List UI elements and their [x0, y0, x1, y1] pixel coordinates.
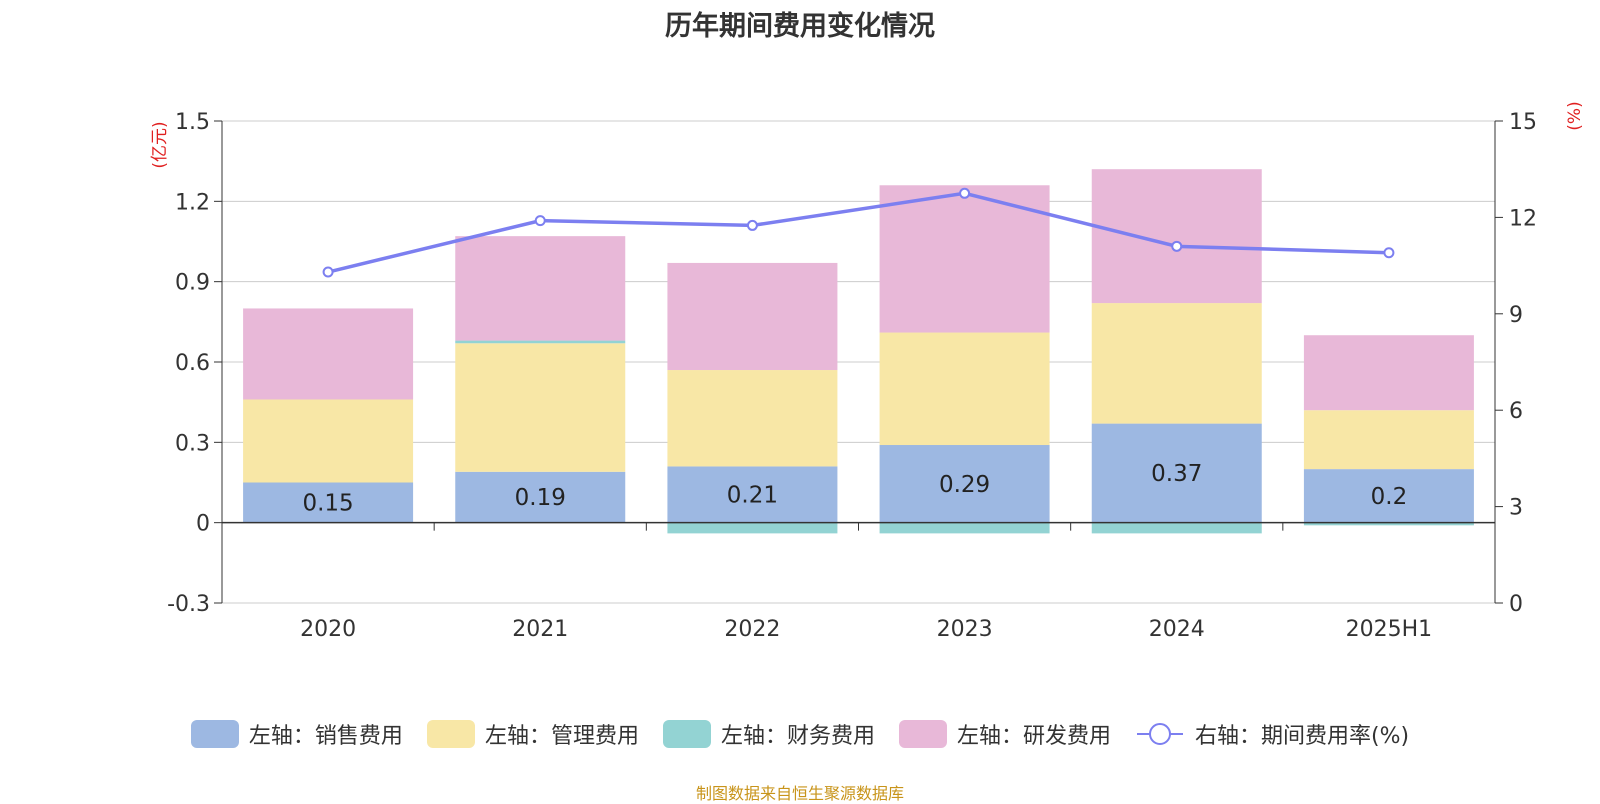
x-axis-tick-label: 2021: [512, 617, 568, 642]
legend-label: 左轴：销售费用: [248, 724, 403, 749]
data-label: 0.21: [727, 483, 778, 509]
bar-admin: [455, 343, 626, 472]
bar-admin: [243, 399, 414, 483]
bar-admin: [1091, 303, 1262, 424]
legend-item[interactable]: 左轴：研发费用: [898, 718, 1111, 750]
bar-rnd: [455, 236, 626, 341]
legend-item[interactable]: 左轴：财务费用: [662, 718, 875, 750]
bar-sales: [1303, 469, 1474, 523]
chart-plot: -0.3 0 0.3 0.6 0.9 1.2 1.5 0 3 6 9 12 15 (亿元) (%) 2020 2…: [150, 101, 1585, 642]
right-axis-tick-label: 0: [1509, 592, 1523, 617]
bar-finance: [879, 522, 1050, 534]
x-axis-tick-label: 2024: [1149, 617, 1205, 642]
bar-sales: [243, 482, 414, 523]
bar-admin: [879, 332, 1050, 446]
bar-rnd: [1091, 169, 1262, 304]
chart-legend: 左轴：销售费用 左轴：管理费用 左轴：财务费用 左轴：研发费用 右轴：期间费用率(%): [0, 718, 1600, 750]
data-label: 0.19: [515, 485, 566, 511]
legend-item[interactable]: 左轴：销售费用: [190, 718, 403, 750]
bar-finance: [667, 522, 838, 534]
rate-point: [746, 219, 758, 231]
right-axis-unit: (%): [1565, 101, 1585, 130]
bar-finance: [1303, 522, 1474, 526]
data-label: 0.37: [1151, 461, 1202, 487]
rate-point: [1383, 247, 1395, 259]
rate-point: [959, 187, 971, 199]
left-axis-tick-label: 1.5: [175, 110, 210, 135]
right-axis-tick-label: 9: [1509, 303, 1523, 328]
x-axis-tick-label: 2020: [300, 617, 356, 642]
bar-sales: [1091, 423, 1262, 523]
legend-swatch: [898, 720, 947, 748]
rate-point: [1171, 240, 1183, 252]
left-axis-tick-label: 0: [196, 512, 210, 537]
bar-sales: [455, 471, 626, 523]
right-axis-tick-label: 12: [1509, 206, 1537, 231]
bar-rnd: [1303, 335, 1474, 411]
legend-item[interactable]: 右轴：期间费用率(%): [1135, 718, 1409, 750]
bar-finance: [1091, 522, 1262, 534]
legend-label: 左轴：财务费用: [720, 724, 875, 749]
legend-swatch: [662, 720, 711, 748]
bar-admin: [1303, 410, 1474, 470]
right-axis-tick-label: 15: [1509, 110, 1537, 135]
left-axis-unit: (亿元): [150, 121, 170, 168]
bar-sales: [667, 466, 838, 523]
left-axis-tick-label: 0.9: [175, 271, 210, 296]
x-axis-tick-label: 2022: [724, 617, 780, 642]
bar-rnd: [667, 262, 838, 371]
legend-swatch: [190, 720, 239, 748]
data-label: 0.2: [1371, 484, 1408, 510]
legend-line-swatch: [1136, 723, 1183, 745]
legend-swatch: [426, 720, 475, 748]
bar-rnd: [879, 185, 1050, 333]
left-axis-tick-label: 0.3: [175, 431, 210, 456]
data-label: 0.15: [302, 491, 353, 517]
bar-sales: [879, 445, 1050, 523]
left-axis-tick-label: 1.2: [175, 190, 210, 215]
rate-line: [327, 191, 1389, 274]
legend-item[interactable]: 左轴：管理费用: [426, 718, 639, 750]
x-axis-tick-label: 2023: [937, 617, 993, 642]
legend-marker: [1148, 723, 1171, 745]
rate-point: [534, 215, 546, 227]
source-note: 制图数据来自恒生聚源数据库: [695, 784, 904, 803]
bar-admin: [667, 370, 838, 467]
rate-point: [322, 266, 334, 278]
right-axis-tick-label: 3: [1509, 496, 1523, 521]
bar-finance: [455, 340, 626, 344]
chart-title: 历年期间费用变化情况: [665, 11, 935, 42]
bar-rnd: [243, 308, 414, 400]
right-axis-tick-label: 6: [1509, 399, 1523, 424]
x-axis-tick-label: 2025H1: [1346, 617, 1433, 642]
left-axis-tick-label: 0.6: [175, 351, 210, 376]
left-axis-tick-label: -0.3: [167, 592, 210, 617]
legend-label: 左轴：研发费用: [956, 724, 1111, 749]
legend-label: 左轴：管理费用: [484, 724, 639, 749]
legend-label: 右轴：期间费用率(%): [1194, 724, 1410, 749]
data-label: 0.29: [939, 472, 990, 498]
